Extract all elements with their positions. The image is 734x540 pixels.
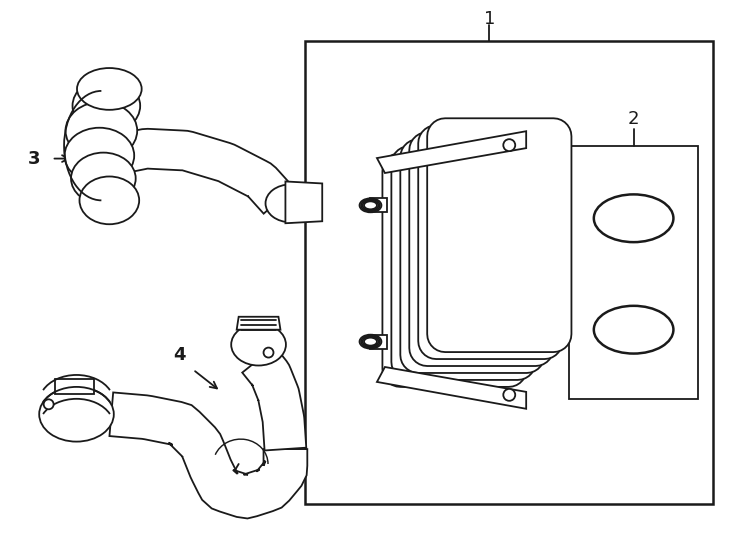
Polygon shape <box>371 198 388 212</box>
Ellipse shape <box>594 194 673 242</box>
Ellipse shape <box>361 199 380 211</box>
Ellipse shape <box>71 153 136 204</box>
Ellipse shape <box>79 177 139 224</box>
Polygon shape <box>569 146 698 400</box>
Polygon shape <box>377 367 526 409</box>
Polygon shape <box>418 125 562 359</box>
Ellipse shape <box>264 348 274 357</box>
Polygon shape <box>107 129 294 214</box>
Text: 2: 2 <box>628 110 639 128</box>
Text: 4: 4 <box>172 346 185 363</box>
Ellipse shape <box>363 200 379 210</box>
Ellipse shape <box>594 306 673 354</box>
Text: 3: 3 <box>27 150 40 167</box>
Ellipse shape <box>504 139 515 151</box>
Text: 1: 1 <box>484 10 495 28</box>
Polygon shape <box>242 347 306 450</box>
Polygon shape <box>410 132 553 366</box>
Ellipse shape <box>364 338 377 346</box>
Ellipse shape <box>65 128 134 184</box>
Ellipse shape <box>39 387 114 442</box>
Polygon shape <box>109 393 308 518</box>
Ellipse shape <box>77 68 142 110</box>
Polygon shape <box>382 153 527 387</box>
Ellipse shape <box>364 201 377 210</box>
Ellipse shape <box>231 323 286 366</box>
Ellipse shape <box>73 78 140 133</box>
Polygon shape <box>377 131 526 173</box>
Polygon shape <box>54 380 95 394</box>
Ellipse shape <box>360 198 382 212</box>
Polygon shape <box>236 317 280 330</box>
Polygon shape <box>286 181 322 223</box>
Polygon shape <box>427 118 572 352</box>
Ellipse shape <box>504 389 515 401</box>
Ellipse shape <box>361 336 380 348</box>
Polygon shape <box>305 41 713 504</box>
Polygon shape <box>391 146 536 380</box>
Polygon shape <box>371 335 388 349</box>
Ellipse shape <box>43 400 54 409</box>
Ellipse shape <box>266 185 316 222</box>
Ellipse shape <box>65 102 137 160</box>
Ellipse shape <box>360 335 382 349</box>
Polygon shape <box>400 139 545 373</box>
Ellipse shape <box>363 336 379 347</box>
Polygon shape <box>101 129 129 183</box>
